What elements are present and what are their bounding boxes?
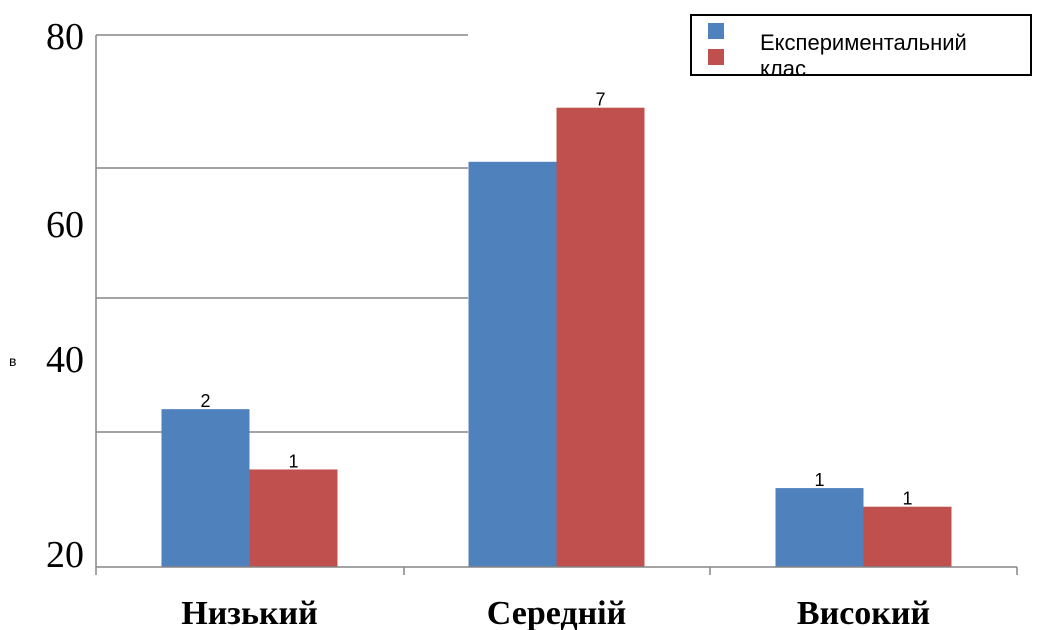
legend-entry-line-2: клас — [760, 56, 806, 81]
bar-low-series-2 — [249, 469, 338, 567]
data-label-low-series-2: 1 — [288, 451, 298, 471]
legend: Експериментальний клас — [690, 14, 1032, 81]
category-labels: Низький Середній Високий — [181, 595, 930, 630]
legend-swatch-series-1 — [708, 23, 724, 39]
y-tick-label-20: 20 — [46, 534, 84, 576]
category-label-medium: Середній — [487, 595, 626, 630]
bar-high-series-2 — [863, 506, 952, 567]
data-label-medium-series-2: 7 — [595, 90, 605, 110]
data-label-low-series-1: 2 — [200, 391, 210, 411]
data-label-high-series-1: 1 — [814, 470, 824, 490]
data-label-high-series-2: 1 — [902, 489, 912, 509]
gridlines — [96, 34, 468, 433]
y-tick-labels: 80 60 40 20 — [46, 16, 84, 576]
legend-swatch-series-2 — [708, 49, 724, 65]
y-tick-label-60: 60 — [46, 204, 84, 246]
y-axis-title: в — [9, 353, 16, 369]
bar-high-series-1 — [775, 488, 864, 567]
category-label-high: Високий — [797, 595, 930, 630]
legend-box — [690, 14, 1032, 76]
bar-low-series-1 — [161, 409, 250, 567]
data-labels: 2 1 7 1 1 — [200, 90, 912, 509]
y-tick-label-40: 40 — [46, 339, 84, 381]
bar-medium-series-2 — [556, 107, 645, 567]
legend-entry-line-1: Експериментальний — [760, 30, 967, 55]
y-tick-label-80: 80 — [46, 16, 84, 58]
category-label-low: Низький — [181, 595, 317, 630]
bar-medium-series-1 — [468, 161, 557, 567]
bars — [161, 107, 952, 567]
axes — [95, 35, 1018, 575]
